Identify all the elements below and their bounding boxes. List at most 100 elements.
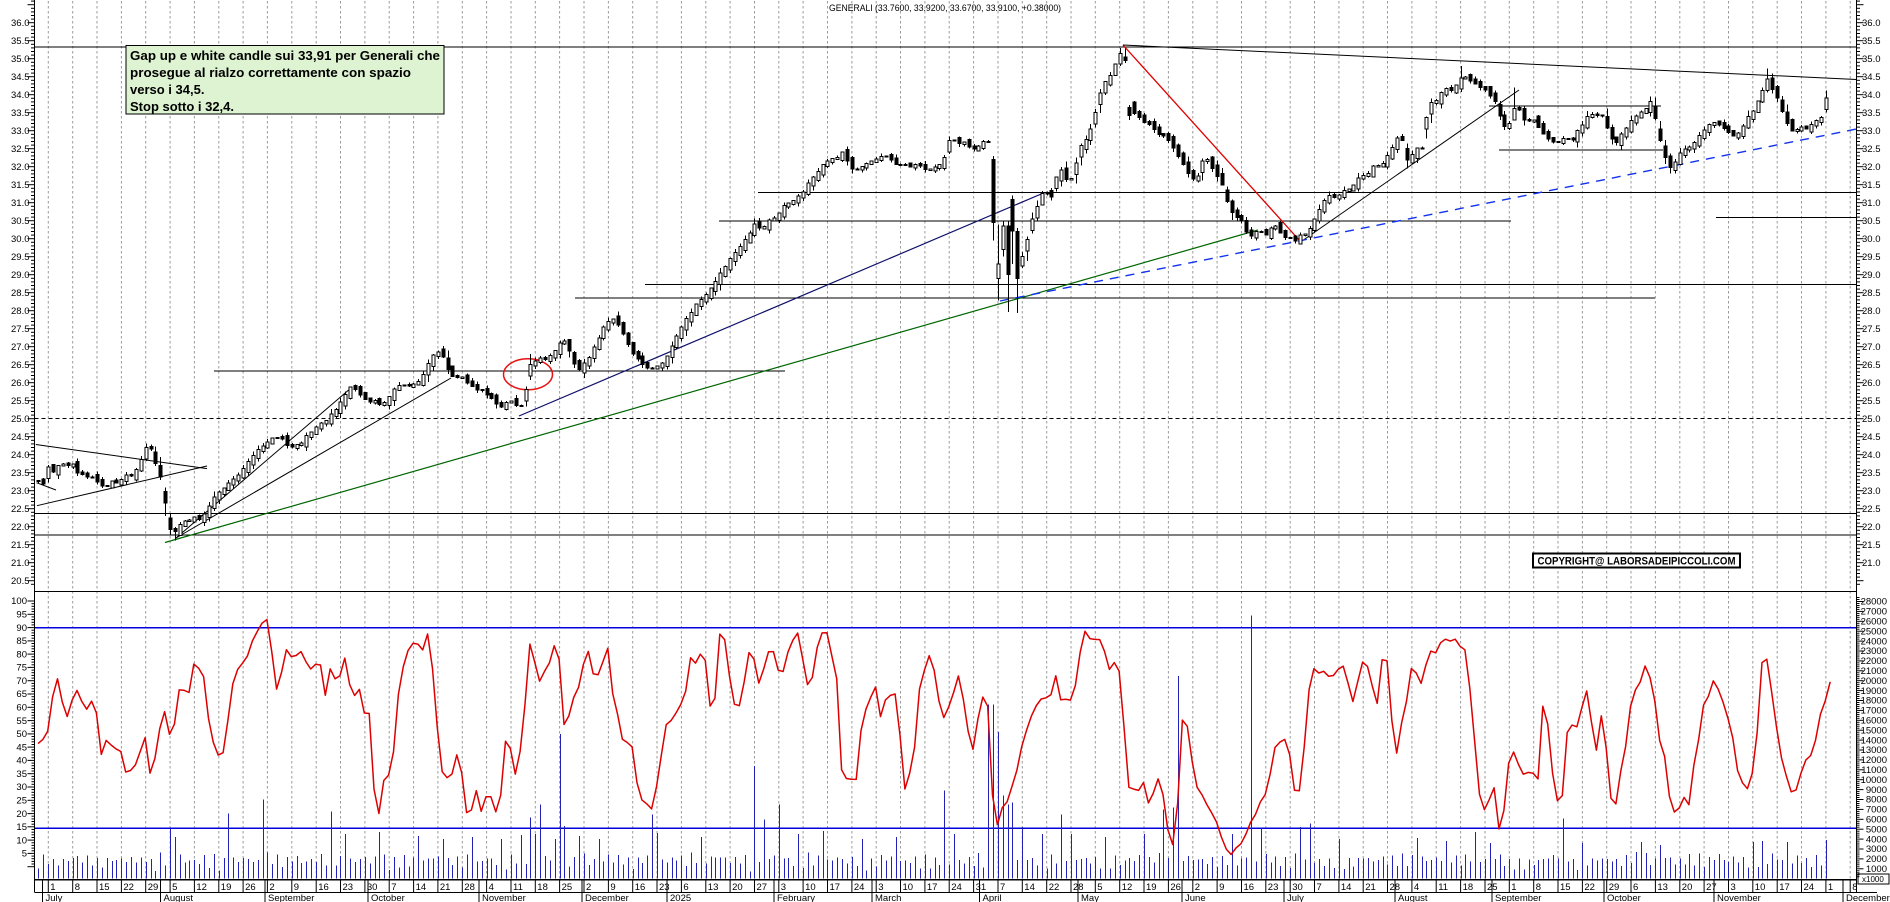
svg-text:30: 30 <box>16 782 27 793</box>
svg-text:85: 85 <box>16 636 27 647</box>
svg-text:12000: 12000 <box>1861 755 1887 766</box>
svg-text:20000: 20000 <box>1861 676 1887 687</box>
svg-text:27000: 27000 <box>1861 607 1887 618</box>
svg-text:15: 15 <box>99 882 110 893</box>
svg-text:32.5: 32.5 <box>1862 144 1881 155</box>
svg-text:December: December <box>585 893 629 902</box>
svg-text:60: 60 <box>16 703 27 714</box>
svg-text:28.5: 28.5 <box>1862 288 1881 299</box>
svg-text:23.5: 23.5 <box>1862 468 1881 479</box>
svg-text:17: 17 <box>927 882 938 893</box>
svg-text:6: 6 <box>683 882 688 893</box>
svg-text:8000: 8000 <box>1866 795 1887 806</box>
svg-text:31.5: 31.5 <box>11 180 30 191</box>
svg-text:12: 12 <box>1122 882 1133 893</box>
svg-text:1: 1 <box>50 882 55 893</box>
svg-text:25.5: 25.5 <box>11 396 30 407</box>
svg-text:13: 13 <box>1657 882 1668 893</box>
svg-text:10000: 10000 <box>1861 775 1887 786</box>
svg-text:March: March <box>875 893 901 902</box>
svg-text:20: 20 <box>1682 882 1693 893</box>
svg-text:28000: 28000 <box>1861 597 1887 608</box>
svg-text:2: 2 <box>269 882 274 893</box>
svg-text:x1000: x1000 <box>1862 875 1884 884</box>
svg-text:25.5: 25.5 <box>1862 396 1881 407</box>
svg-text:34.5: 34.5 <box>1862 72 1881 83</box>
svg-text:October: October <box>371 893 405 902</box>
svg-text:December: December <box>1846 893 1890 902</box>
svg-text:9: 9 <box>610 882 615 893</box>
svg-text:20.5: 20.5 <box>11 576 30 587</box>
svg-text:55: 55 <box>16 716 27 727</box>
svg-text:30.0: 30.0 <box>11 234 30 245</box>
svg-text:5000: 5000 <box>1866 824 1887 835</box>
svg-text:16000: 16000 <box>1861 716 1887 727</box>
svg-text:5: 5 <box>1097 882 1102 893</box>
svg-text:50: 50 <box>16 729 27 740</box>
svg-text:3: 3 <box>878 882 883 893</box>
svg-text:17000: 17000 <box>1861 706 1887 717</box>
svg-text:12: 12 <box>196 882 207 893</box>
svg-text:16: 16 <box>635 882 646 893</box>
svg-text:22: 22 <box>123 882 134 893</box>
svg-text:70: 70 <box>16 676 27 687</box>
svg-text:4: 4 <box>1414 882 1419 893</box>
svg-text:24: 24 <box>951 882 962 893</box>
svg-text:July: July <box>46 893 63 902</box>
svg-text:1000: 1000 <box>1866 864 1887 875</box>
svg-text:27: 27 <box>757 882 768 893</box>
svg-text:35.0: 35.0 <box>11 54 30 65</box>
svg-text:16: 16 <box>1244 882 1255 893</box>
svg-text:26.5: 26.5 <box>1862 360 1881 371</box>
svg-text:75: 75 <box>16 663 27 674</box>
svg-text:22: 22 <box>1049 882 1060 893</box>
svg-text:July: July <box>1287 893 1304 902</box>
svg-text:28.0: 28.0 <box>11 306 30 317</box>
svg-text:7: 7 <box>1000 882 1005 893</box>
svg-text:25: 25 <box>562 882 573 893</box>
svg-text:June: June <box>1185 893 1206 902</box>
svg-text:24: 24 <box>854 882 865 893</box>
svg-text:21: 21 <box>440 882 451 893</box>
svg-text:23.0: 23.0 <box>11 486 30 497</box>
svg-text:26: 26 <box>245 882 256 893</box>
svg-text:25.0: 25.0 <box>11 414 30 425</box>
svg-text:February: February <box>777 893 815 902</box>
svg-text:30: 30 <box>1292 882 1303 893</box>
svg-text:13000: 13000 <box>1861 745 1887 756</box>
svg-text:31: 31 <box>976 882 987 893</box>
svg-text:32.5: 32.5 <box>11 144 30 155</box>
svg-text:14: 14 <box>416 882 427 893</box>
svg-text:September: September <box>1495 893 1541 902</box>
svg-text:14: 14 <box>1024 882 1035 893</box>
svg-text:May: May <box>1081 893 1099 902</box>
svg-text:15: 15 <box>1560 882 1571 893</box>
svg-text:22.5: 22.5 <box>1862 504 1881 515</box>
svg-text:6: 6 <box>1633 882 1638 893</box>
svg-text:30.5: 30.5 <box>11 216 30 227</box>
svg-text:April: April <box>983 893 1002 902</box>
svg-text:29.5: 29.5 <box>1862 252 1881 263</box>
svg-text:18000: 18000 <box>1861 696 1887 707</box>
svg-text:14: 14 <box>1341 882 1352 893</box>
svg-text:27.5: 27.5 <box>1862 324 1881 335</box>
svg-text:33.0: 33.0 <box>11 126 30 137</box>
svg-text:26.5: 26.5 <box>11 360 30 371</box>
svg-text:31.0: 31.0 <box>1862 198 1881 209</box>
svg-text:34.5: 34.5 <box>11 72 30 83</box>
svg-text:5: 5 <box>172 882 177 893</box>
svg-text:October: October <box>1607 893 1641 902</box>
svg-text:19: 19 <box>1146 882 1157 893</box>
svg-text:21.5: 21.5 <box>1862 540 1881 551</box>
svg-text:24.0: 24.0 <box>1862 450 1881 461</box>
svg-text:34.0: 34.0 <box>11 90 30 101</box>
svg-text:11: 11 <box>513 882 523 893</box>
svg-text:November: November <box>1717 893 1761 902</box>
svg-text:10: 10 <box>805 882 816 893</box>
svg-text:9000: 9000 <box>1866 785 1887 796</box>
svg-text:25000: 25000 <box>1861 626 1887 637</box>
svg-text:24.5: 24.5 <box>1862 432 1881 443</box>
svg-text:36.0: 36.0 <box>11 18 30 29</box>
svg-text:35.5: 35.5 <box>11 36 30 47</box>
svg-text:7: 7 <box>1317 882 1322 893</box>
